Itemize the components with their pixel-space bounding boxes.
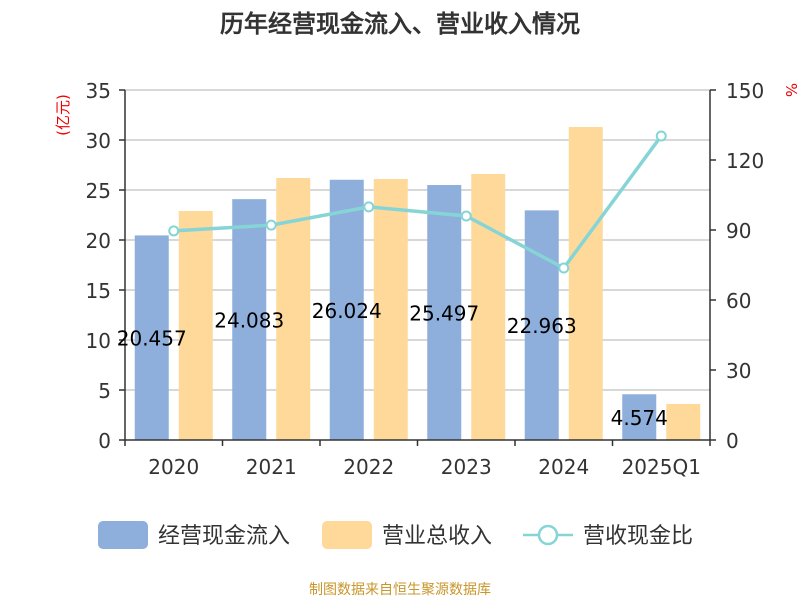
data-label: 20.457 (117, 327, 187, 351)
bar-revenue (568, 127, 603, 440)
data-label: 24.083 (214, 309, 284, 333)
left-axis-label: (亿元) (54, 94, 72, 136)
left-tick-label: 15 (86, 279, 111, 303)
x-tick-label: 2023 (441, 455, 492, 479)
data-label: 22.963 (507, 314, 577, 338)
left-tick-label: 30 (86, 129, 111, 153)
right-tick-label: 90 (726, 219, 751, 243)
chart-title: 历年经营现金流入、营业收入情况 (220, 10, 580, 38)
left-tick-label: 10 (86, 329, 111, 353)
x-tick-label: 2020 (148, 455, 199, 479)
left-tick-label: 35 (86, 79, 111, 103)
right-tick-label: 150 (726, 79, 764, 103)
legend-label: 经营现金流入 (158, 524, 290, 549)
ratio-point (363, 201, 375, 213)
x-tick-label: 2022 (343, 455, 394, 479)
bar-cash-inflow (427, 185, 462, 440)
left-tick-label: 25 (86, 179, 111, 203)
legend-swatch (322, 521, 372, 549)
ratio-point (655, 130, 667, 142)
legend-swatch (98, 521, 148, 549)
legend-line-marker (537, 524, 559, 546)
right-axis-label: % (782, 83, 800, 97)
ratio-point (265, 219, 277, 231)
bar-cash-inflow (134, 235, 169, 440)
right-tick-label: 120 (726, 149, 764, 173)
legend-label: 营业总收入 (382, 524, 492, 549)
bar-revenue (666, 404, 701, 440)
right-tick-label: 60 (726, 289, 751, 313)
right-tick-label: 30 (726, 359, 751, 383)
ratio-line (173, 134, 663, 271)
data-label: 25.497 (409, 302, 479, 326)
ratio-point (460, 210, 472, 222)
x-tick-label: 2025Q1 (622, 455, 701, 479)
x-tick-label: 2024 (538, 455, 589, 479)
x-tick-label: 2021 (246, 455, 297, 479)
legend-label: 营收现金比 (583, 524, 693, 549)
bar-cash-inflow (329, 179, 364, 440)
bar-cash-inflow (622, 394, 657, 440)
bar-revenue (178, 211, 213, 440)
source-note: 制图数据来自恒生聚源数据库 (309, 582, 491, 598)
left-tick-label: 0 (98, 429, 111, 453)
right-tick-label: 0 (726, 429, 739, 453)
ratio-point (168, 225, 180, 237)
bar-cash-inflow (232, 199, 267, 440)
left-tick-label: 5 (98, 379, 111, 403)
bar-revenue (471, 174, 506, 440)
ratio-point (558, 262, 570, 274)
data-label: 26.024 (312, 299, 382, 323)
left-tick-label: 20 (86, 229, 111, 253)
data-label: 4.574 (611, 406, 668, 430)
bar-revenue (373, 179, 408, 440)
